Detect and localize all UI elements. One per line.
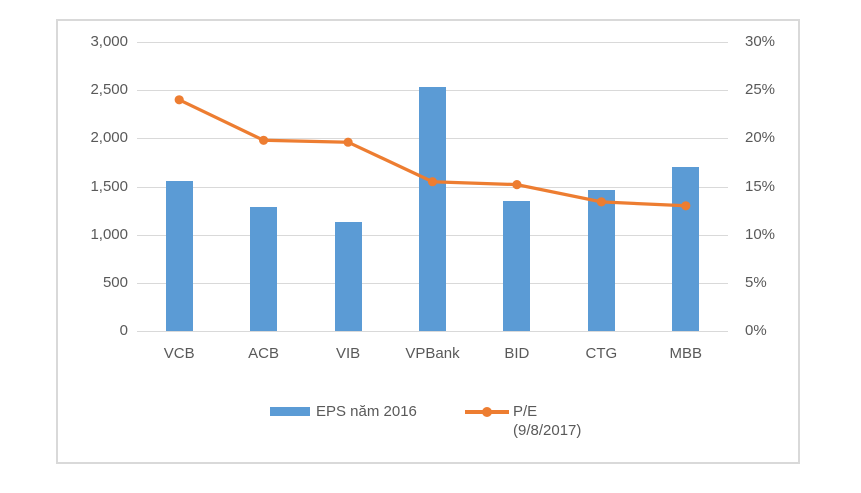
right-axis-tick-label: 15% (745, 177, 776, 195)
left-axis-tick-label: 1,500 (90, 177, 128, 195)
eps-bar-vcb (165, 180, 193, 331)
left-axis-tick-label: 2,500 (90, 81, 128, 99)
pe-marker-bid (512, 180, 522, 190)
category-label-ctg: CTG (585, 345, 618, 362)
right-axis-tick-label: 5% (745, 273, 767, 291)
category-label-vcb: VCB (163, 345, 195, 362)
right-axis-tick-label: 0% (745, 322, 767, 339)
eps-bar-bid (503, 200, 531, 331)
category-label-mbb: MBB (669, 345, 703, 362)
left-axis-tick-label: 500 (102, 273, 128, 291)
eps-legend-label: EPS năm 2016 (316, 403, 417, 420)
eps-bar-mbb (672, 167, 700, 331)
eps-bar-ctg (587, 190, 615, 331)
left-axis-tick-label: 0 (119, 322, 128, 339)
legend-item-pe: P/E (9/8/2017) (465, 402, 581, 440)
right-axis-tick-label: 20% (745, 129, 776, 147)
left-axis-tick-label: 3,000 (90, 33, 128, 50)
left-axis-tick-label: 2,000 (90, 129, 128, 147)
gridline (137, 331, 728, 332)
eps-bar-acb (250, 206, 278, 331)
category-label-vpbank: VPBank (405, 345, 460, 362)
right-axis-tick-label: 25% (745, 81, 776, 99)
category-label-bid: BID (504, 345, 530, 362)
pe-marker-acb (259, 135, 269, 145)
right-axis-tick-label: 10% (745, 225, 776, 243)
left-axis-tick-label: 1,000 (90, 225, 128, 243)
pe-legend-swatch (465, 402, 509, 421)
category-label-vib: VIB (336, 345, 361, 362)
pe-legend-marker-dot (482, 406, 492, 417)
gridline (137, 42, 728, 43)
eps-legend-swatch (270, 407, 310, 416)
category-label-acb: ACB (248, 345, 280, 362)
pe-marker-vcb (174, 95, 184, 105)
legend-item-eps: EPS năm 2016 (270, 402, 417, 421)
pe-legend-label: P/E (513, 403, 538, 420)
right-axis-tick-label: 30% (745, 33, 776, 50)
pe-legend-sublabel: (9/8/2017) (513, 422, 582, 439)
eps-bar-vpbank (419, 87, 446, 331)
chart-frame: 0 500 1,000 1,500 2,000 2,500 3,000 0% 5% 10% 15%… (56, 19, 800, 464)
eps-bar-vib (334, 222, 362, 331)
